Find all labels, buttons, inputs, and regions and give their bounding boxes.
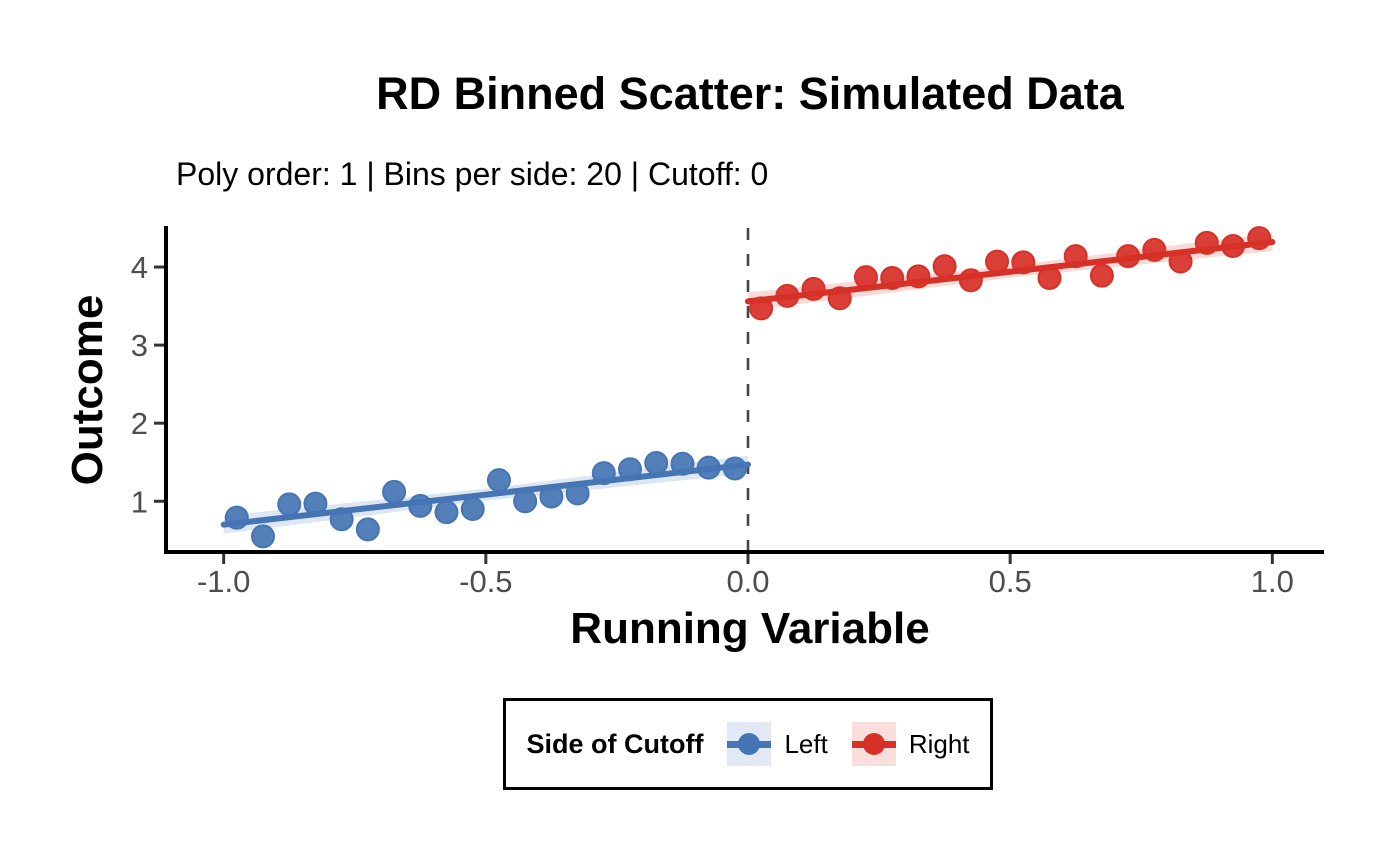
legend-key-right-icon xyxy=(851,722,896,766)
fit-line-left xyxy=(220,461,751,528)
legend-key-left-icon xyxy=(727,722,772,766)
scatter-point-left xyxy=(644,450,669,475)
y-tick-label: 1 xyxy=(131,484,148,519)
scatter-point-left xyxy=(434,500,459,525)
scatter-point-left xyxy=(251,524,275,549)
scatter-plot-panel: -1.0 -0.5 0.0 0.5 1.0 1 2 3 4 xyxy=(131,226,1324,599)
scatter-point-left xyxy=(382,479,407,504)
point-glyph xyxy=(862,733,885,755)
y-tick-label: 4 xyxy=(131,250,148,285)
y-tick-label: 2 xyxy=(131,406,148,441)
legend-label-left: Left xyxy=(784,728,828,759)
x-tick-label: -0.5 xyxy=(459,564,512,599)
scatter-point-left xyxy=(460,497,485,522)
x-axis-title: Running Variable xyxy=(570,604,930,653)
x-tick-label: 0.0 xyxy=(726,564,769,599)
x-tick-label: 0.5 xyxy=(989,564,1032,599)
point-glyph xyxy=(738,733,761,755)
fit-line-right xyxy=(745,239,1276,305)
legend-entry-left: Left xyxy=(727,722,828,766)
scatter-point-left xyxy=(486,468,511,493)
scatter-point-right xyxy=(1089,263,1114,288)
legend-box: Side of Cutoff Left Right xyxy=(503,698,993,790)
x-tick-label: 1.0 xyxy=(1251,564,1294,599)
legend-label-right: Right xyxy=(908,728,970,759)
chart-title: RD Binned Scatter: Simulated Data xyxy=(376,68,1124,119)
y-tick-label: 3 xyxy=(131,328,148,363)
scatter-point-left xyxy=(355,517,380,542)
x-tick-label: -1.0 xyxy=(197,564,250,599)
scatter-point-right xyxy=(985,249,1010,274)
scatter-point-right xyxy=(932,254,957,279)
legend-title: Side of Cutoff xyxy=(526,728,704,759)
scatter-point-left xyxy=(277,492,302,517)
chart-subtitle: Poly order: 1 | Bins per side: 20 | Cuto… xyxy=(176,156,769,192)
legend-entry-right: Right xyxy=(851,722,970,766)
